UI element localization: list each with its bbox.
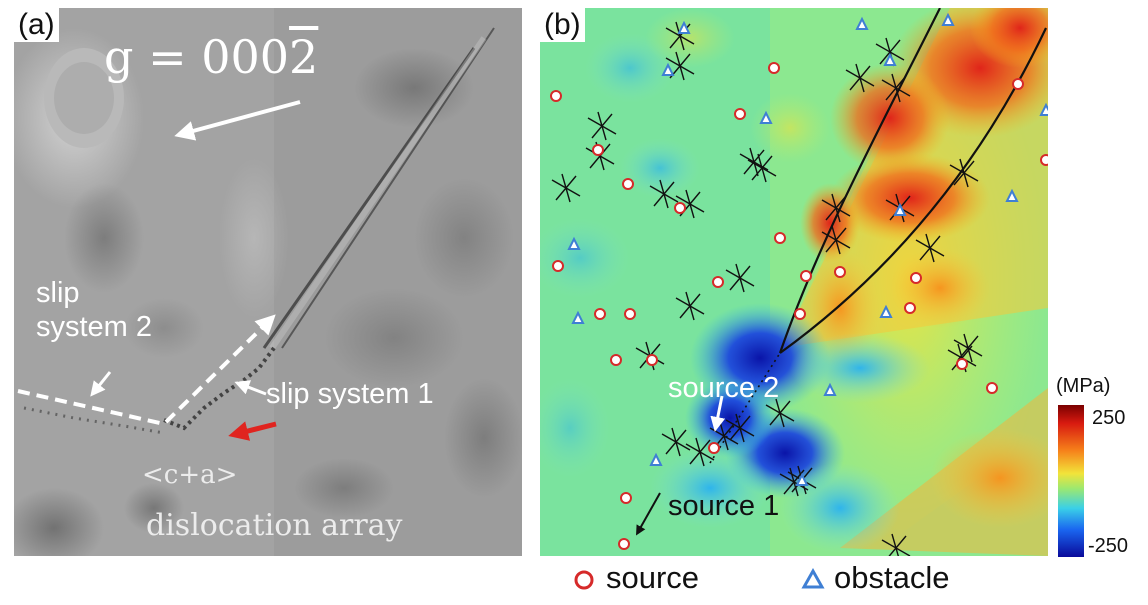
dislocation-symbol	[661, 427, 691, 457]
dislocation-symbol	[551, 173, 581, 203]
dislocation-symbol	[725, 413, 755, 443]
source-marker	[620, 492, 632, 504]
obstacle-marker	[1005, 188, 1019, 202]
obstacle-marker-icon	[801, 567, 825, 589]
stress-field-map	[540, 8, 1048, 556]
colorbar-unit: (MPa)	[1056, 375, 1111, 397]
source-marker	[956, 358, 968, 370]
source-marker	[552, 260, 564, 272]
source-marker	[800, 270, 812, 282]
source-marker	[592, 144, 604, 156]
slip-trace-line-1	[778, 8, 941, 354]
tem-micrograph-panel: (a) g = 0002 slip system 2 slip system 1…	[14, 8, 522, 556]
slip2-pointer-arrow	[90, 371, 112, 397]
dislocation-symbol	[685, 437, 715, 467]
colorbar-max: 250	[1092, 407, 1126, 429]
red-arrow-icon	[228, 421, 277, 441]
obstacle-marker	[795, 472, 809, 486]
source-marker	[986, 382, 998, 394]
dislocation-symbol	[675, 291, 705, 321]
dislocation-array-label: dislocation array	[146, 508, 403, 543]
source-marker	[594, 308, 606, 320]
dislocation-symbol	[949, 158, 979, 188]
obstacle-marker	[883, 52, 897, 66]
source-marker	[794, 308, 806, 320]
dislocation-symbol	[587, 111, 617, 141]
slip-system-1-label: slip system 1	[266, 378, 434, 410]
source-marker-icon	[574, 570, 594, 590]
source-marker	[904, 302, 916, 314]
colorbar-min: -250	[1088, 535, 1129, 557]
source-marker	[708, 442, 720, 454]
source-1-label: source 1	[668, 490, 780, 522]
dislocation-symbol	[915, 233, 945, 263]
dislocation-symbol	[821, 193, 851, 223]
obstacle-marker	[941, 12, 955, 26]
panel-b-label: (b)	[540, 8, 585, 42]
obstacle-marker	[677, 20, 691, 34]
dislocation-symbol	[779, 467, 809, 497]
source-marker	[1040, 154, 1048, 166]
source-marker	[712, 276, 724, 288]
colorbar-gradient	[1058, 405, 1084, 557]
dislocation-symbols	[551, 21, 983, 556]
tem-image	[14, 8, 522, 556]
slip-trace-line-2	[779, 27, 1047, 354]
slip-system-2-trace	[17, 389, 165, 426]
dislocation-symbol	[821, 225, 851, 255]
source-1-pointer-arrow	[636, 492, 661, 536]
legend-source-label: source	[606, 560, 700, 595]
source-marker	[774, 232, 786, 244]
source-marker	[674, 202, 686, 214]
source-marker	[1012, 78, 1024, 90]
obstacle-marker	[1039, 102, 1048, 116]
source-marker	[646, 354, 658, 366]
obstacle-marker	[649, 452, 663, 466]
dislocation-symbol	[881, 533, 911, 556]
obstacle-marker	[823, 382, 837, 396]
obstacle-marker	[567, 236, 581, 250]
dislocation-symbol	[765, 398, 795, 428]
dislocation-symbol	[881, 73, 911, 103]
colorbar: (MPa) 250 -250	[1052, 375, 1148, 565]
source-marker	[610, 354, 622, 366]
source-marker	[624, 308, 636, 320]
dislocation-pileup	[709, 352, 781, 464]
slip1-pointer-arrow	[234, 380, 267, 396]
obstacle-marker	[759, 110, 773, 124]
source-2-pointer-arrow	[710, 395, 726, 432]
source-marker	[550, 90, 562, 102]
panel-a-label: (a)	[14, 8, 59, 42]
g-vector-arrow	[174, 100, 301, 141]
dislocation-symbol	[845, 63, 875, 93]
source-marker	[618, 538, 630, 550]
dislocation-array-type-label: <c+a>	[142, 460, 238, 490]
obstacle-marker	[661, 62, 675, 76]
source-markers	[550, 62, 1048, 550]
obstacle-marker	[879, 304, 893, 318]
stress-field-panel: (b) source 2 source 1	[540, 8, 1048, 556]
source-marker	[834, 266, 846, 278]
g-vector-label: g = 0002	[104, 30, 319, 84]
marker-legend: source obstacle	[570, 560, 1130, 600]
slip-system-1-trace	[164, 314, 276, 424]
dislocation-symbol	[649, 179, 679, 209]
source-marker	[910, 272, 922, 284]
dislocation-symbol	[953, 333, 983, 363]
legend-obstacle-label: obstacle	[834, 560, 950, 595]
source-2-label: source 2	[668, 372, 780, 404]
source-marker	[734, 108, 746, 120]
slip-system-2-label: slip system 2	[36, 277, 153, 343]
obstacle-marker	[893, 202, 907, 216]
source-marker	[622, 178, 634, 190]
source-marker	[768, 62, 780, 74]
obstacle-marker	[855, 16, 869, 30]
obstacle-markers	[567, 12, 1048, 486]
obstacle-marker	[571, 310, 585, 324]
dislocation-symbol	[747, 153, 777, 183]
dislocation-symbol	[725, 263, 755, 293]
